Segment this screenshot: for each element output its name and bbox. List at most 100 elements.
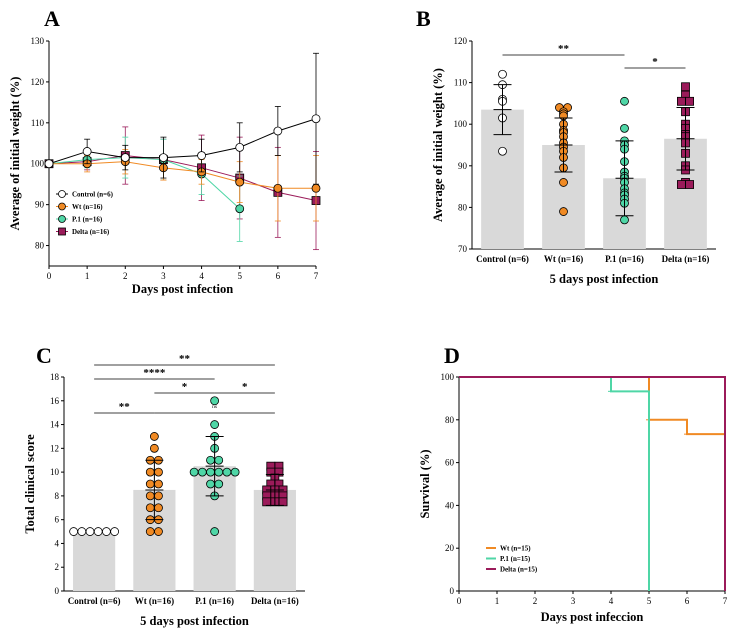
data-point-p1 [197,467,207,477]
x-tick-label: 2 [123,271,128,281]
y-tick-label: 90 [35,200,45,210]
data-point-p1 [214,479,224,489]
data-point-wt [559,178,568,187]
significance-label: ** [179,353,191,365]
x-tick-label: 0 [457,596,462,606]
y-tick-label: 8 [55,491,60,501]
data-point-control [273,126,283,136]
significance-label: ns [212,404,217,410]
legend-label: Delta (n=16) [72,228,110,236]
data-point-control [159,153,168,162]
x-tick-label: 6 [685,596,690,606]
legend-label: P.1 (n=15) [500,555,531,563]
legend-marker-wt [58,202,66,211]
data-point-wt [145,467,155,477]
data-point-wt [154,503,163,513]
panel-a: A 80 90 100 110 120 130 0 1 2 3 4 5 6 7 Average of init… [8,6,321,296]
x-tick-label: 1 [495,596,500,606]
data-point-wt [154,527,163,536]
category-label: Control (n=6) [68,596,121,606]
y-tick-label: 130 [31,36,45,46]
y-tick-label: 4 [55,538,60,548]
panel-letter: B [416,6,431,31]
x-axis-title: 5 days post infection [550,272,659,286]
data-point-p1 [620,123,629,133]
data-point-p1 [210,396,220,406]
y-tick-label: 100 [31,159,45,169]
y-tick-label: 6 [55,515,60,525]
legend-label: Wt (n=15) [500,545,531,553]
x-tick-label: 3 [571,596,576,606]
y-tick-label: 110 [454,78,468,88]
y-axis-title: Average of initial weight (%) [8,77,22,231]
x-tick-label: 7 [723,596,728,606]
data-point-control [197,151,206,160]
category-label: P.1 (n=16) [195,596,234,606]
x-tick-label: 5 [647,596,652,606]
x-axis-title: 5 days post infection [140,614,249,628]
legend-label: Delta (n=15) [500,566,538,574]
data-point-wt [145,491,155,501]
bar-delta [253,489,296,591]
data-point-control [235,142,245,152]
legend-marker-control [58,190,66,198]
data-point-wt [154,479,163,489]
data-point-wt [149,443,159,453]
legend-label: Control (n=6) [72,191,114,199]
y-tick-label: 10 [50,467,60,477]
x-tick-label: 1 [85,271,90,281]
x-tick-label: 5 [237,271,242,281]
data-point-delta [685,180,694,189]
data-point-wt [154,467,163,477]
survival-line-wt [459,376,725,436]
data-point-wt [145,503,155,513]
y-tick-label: 60 [445,458,455,468]
y-tick-label: 100 [454,119,468,129]
y-tick-label: 0 [450,586,455,596]
y-axis-title: Average of initial weight (%) [431,68,445,222]
data-point-control [498,146,507,156]
significance-label: * [242,381,248,393]
data-point-p1 [214,455,224,465]
significance-label: * [182,381,188,393]
y-tick-label: 14 [50,420,60,430]
panel-c: C 0 2 4 6 8 10 12 14 16 18 Total clinical score Cont… [23,343,305,628]
significance-label: **** [143,367,166,379]
x-tick-label: 2 [533,596,538,606]
legend-label: P.1 (n=16) [72,216,103,224]
series-line-wt [49,161,316,189]
data-point-delta [278,497,288,507]
panel-letter: A [44,6,60,31]
data-point-p1 [206,467,215,477]
data-point-p1 [620,215,629,225]
y-tick-label: 2 [55,562,60,572]
data-point-control [44,159,54,169]
y-tick-label: 70 [458,244,468,254]
y-tick-label: 80 [458,202,468,212]
category-label: P.1 (n=16) [605,254,644,264]
data-point-p1 [210,420,220,429]
data-point-control [311,114,321,124]
data-point-p1 [222,467,232,477]
y-tick-label: 18 [50,372,60,382]
data-point-control [102,527,111,536]
data-point-p1 [210,527,220,536]
y-tick-label: 110 [31,118,45,128]
data-point-wt [154,491,163,501]
data-point-p1 [620,96,629,106]
significance-label: ** [119,401,131,413]
data-point-p1 [230,467,240,477]
data-point-wt [311,183,321,193]
y-axis-title: Survival (%) [418,449,432,518]
significance-label: * [652,56,658,68]
data-point-control [77,527,87,536]
data-point-wt [149,432,159,441]
y-tick-label: 120 [454,36,468,46]
data-point-delta [681,82,690,92]
y-tick-label: 80 [35,241,45,251]
legend-marker-delta [58,227,66,236]
x-tick-label: 7 [314,271,319,281]
data-point-delta [677,96,686,106]
data-point-wt [145,527,155,536]
